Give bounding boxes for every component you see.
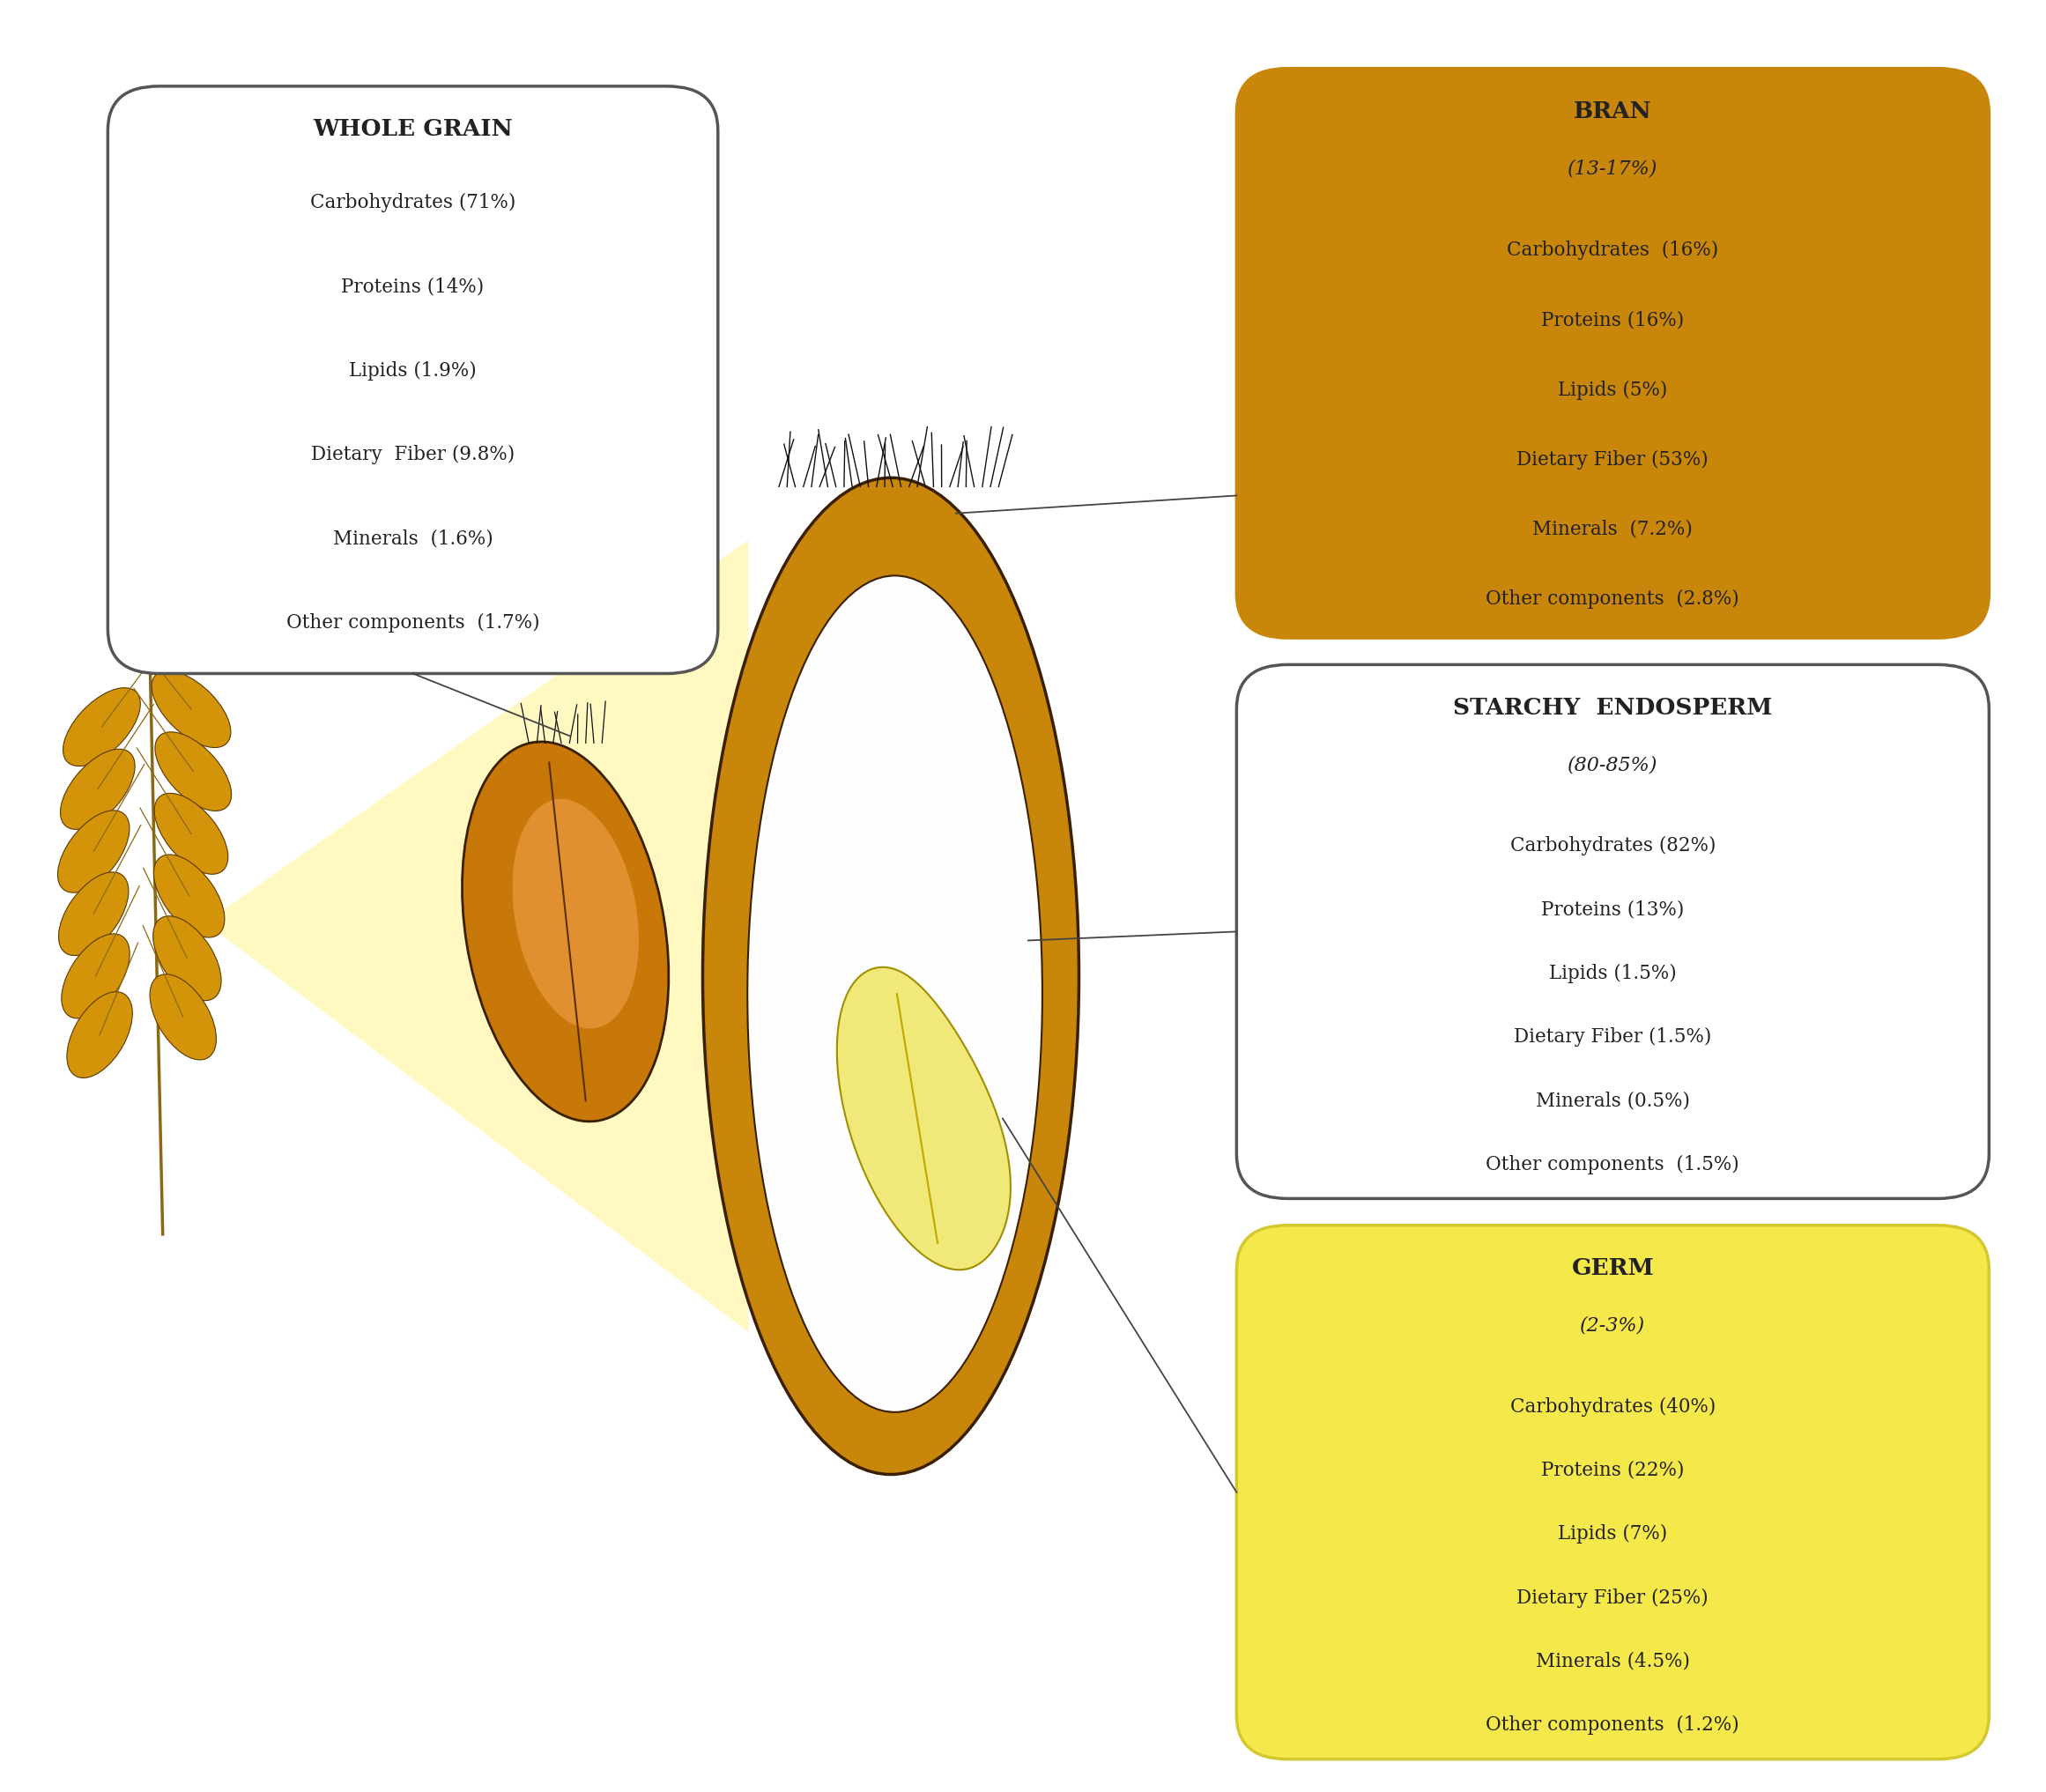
Text: Other components  (1.5%): Other components (1.5%)	[1485, 1156, 1739, 1174]
Text: Minerals (0.5%): Minerals (0.5%)	[1537, 1091, 1690, 1111]
FancyBboxPatch shape	[108, 86, 718, 674]
Polygon shape	[837, 968, 1011, 1271]
FancyBboxPatch shape	[1236, 68, 1989, 638]
Text: Dietary Fiber (53%): Dietary Fiber (53%)	[1516, 450, 1708, 470]
Text: Dietary Fiber (25%): Dietary Fiber (25%)	[1516, 1588, 1708, 1607]
Polygon shape	[205, 539, 749, 1331]
Text: Carbohydrates (40%): Carbohydrates (40%)	[1510, 1396, 1717, 1416]
Text: Lipids (7%): Lipids (7%)	[1559, 1525, 1667, 1543]
Ellipse shape	[153, 855, 225, 937]
Ellipse shape	[68, 991, 133, 1077]
Ellipse shape	[512, 799, 638, 1029]
Text: Proteins (16%): Proteins (16%)	[1541, 310, 1684, 330]
Text: (13-17%): (13-17%)	[1567, 159, 1657, 179]
Text: GERM: GERM	[1571, 1258, 1653, 1279]
FancyBboxPatch shape	[1236, 1226, 1989, 1760]
Ellipse shape	[155, 731, 231, 812]
Text: Carbohydrates  (16%): Carbohydrates (16%)	[1508, 240, 1719, 260]
Ellipse shape	[462, 742, 669, 1122]
Text: Carbohydrates (71%): Carbohydrates (71%)	[311, 194, 516, 213]
Ellipse shape	[57, 810, 129, 892]
Ellipse shape	[153, 794, 227, 874]
Ellipse shape	[747, 575, 1041, 1412]
Text: Carbohydrates (82%): Carbohydrates (82%)	[1510, 837, 1717, 855]
Text: STARCHY  ENDOSPERM: STARCHY ENDOSPERM	[1453, 697, 1772, 719]
Ellipse shape	[153, 916, 221, 1000]
Text: Minerals  (1.6%): Minerals (1.6%)	[333, 529, 493, 548]
FancyBboxPatch shape	[1236, 665, 1989, 1199]
Ellipse shape	[63, 688, 141, 765]
Text: WHOLE GRAIN: WHOLE GRAIN	[313, 118, 514, 140]
Text: Proteins (14%): Proteins (14%)	[342, 278, 485, 296]
Text: Lipids (5%): Lipids (5%)	[1557, 380, 1667, 400]
Ellipse shape	[61, 749, 135, 830]
Text: Proteins (22%): Proteins (22%)	[1541, 1460, 1684, 1480]
Text: Minerals  (7.2%): Minerals (7.2%)	[1532, 520, 1692, 539]
Text: Other components  (1.2%): Other components (1.2%)	[1485, 1715, 1739, 1735]
Text: Dietary  Fiber (9.8%): Dietary Fiber (9.8%)	[311, 444, 516, 464]
Ellipse shape	[149, 975, 217, 1059]
Text: Lipids (1.9%): Lipids (1.9%)	[350, 360, 477, 380]
Text: Proteins (13%): Proteins (13%)	[1541, 900, 1684, 919]
Text: Other components  (2.8%): Other components (2.8%)	[1485, 590, 1739, 609]
Text: (2-3%): (2-3%)	[1580, 1315, 1645, 1335]
Text: Dietary Fiber (1.5%): Dietary Fiber (1.5%)	[1514, 1027, 1713, 1047]
Text: BRAN: BRAN	[1573, 100, 1651, 122]
Text: (80-85%): (80-85%)	[1567, 756, 1657, 774]
Ellipse shape	[59, 873, 129, 955]
Text: Other components  (1.7%): Other components (1.7%)	[286, 613, 540, 633]
Ellipse shape	[61, 934, 129, 1018]
Ellipse shape	[151, 670, 231, 747]
Ellipse shape	[702, 478, 1078, 1475]
Text: Lipids (1.5%): Lipids (1.5%)	[1549, 964, 1676, 984]
Text: Minerals (4.5%): Minerals (4.5%)	[1537, 1652, 1690, 1672]
